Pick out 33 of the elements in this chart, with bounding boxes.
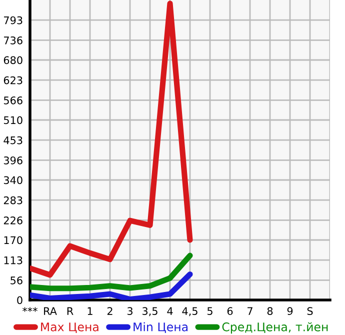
y-tick-label: 396 [4,156,22,164]
x-tick-label: RA [44,307,57,315]
x-tick-label: 8 [267,307,273,316]
y-tick-label: 453 [4,136,22,144]
y-tick-label: 226 [4,216,22,224]
y-tick-label: 793 [4,16,22,24]
y-tick-label: 680 [4,56,22,64]
y-tick-label: 56 [10,276,22,284]
y-tick-label: 736 [4,36,22,44]
x-tick-label: 4,5 [182,307,198,316]
x-tick-label: 3,5 [142,307,158,316]
x-tick-label: 5 [207,307,212,316]
y-tick-label: 566 [4,96,22,104]
x-tick-label: 7 [248,307,252,315]
x-tick-label: 4 [167,307,173,315]
x-tick-label: 9 [287,307,293,316]
y-tick-label: 283 [4,196,22,204]
x-tick-label: R [67,307,74,315]
y-tick-label: 170 [4,236,22,244]
x-tick-label: 3 [127,307,132,316]
y-tick-label: 623 [4,76,22,84]
x-tick-label: 2 [107,307,112,315]
x-tick-label: *** [22,307,38,312]
x-tick-label: S [307,307,313,316]
y-tick-label: 510 [4,116,22,124]
y-tick-label: 340 [4,176,22,184]
y-tick-label: 0 [17,296,22,304]
y-tick-label: 113 [4,256,22,264]
legend-label: Max Цена [41,322,98,334]
x-tick-label: 6 [227,307,233,316]
x-tick-label: 1 [88,307,92,315]
legend-label: Сред.Цена, т.йен [222,322,328,334]
legend-label: Min Цена [134,322,188,334]
